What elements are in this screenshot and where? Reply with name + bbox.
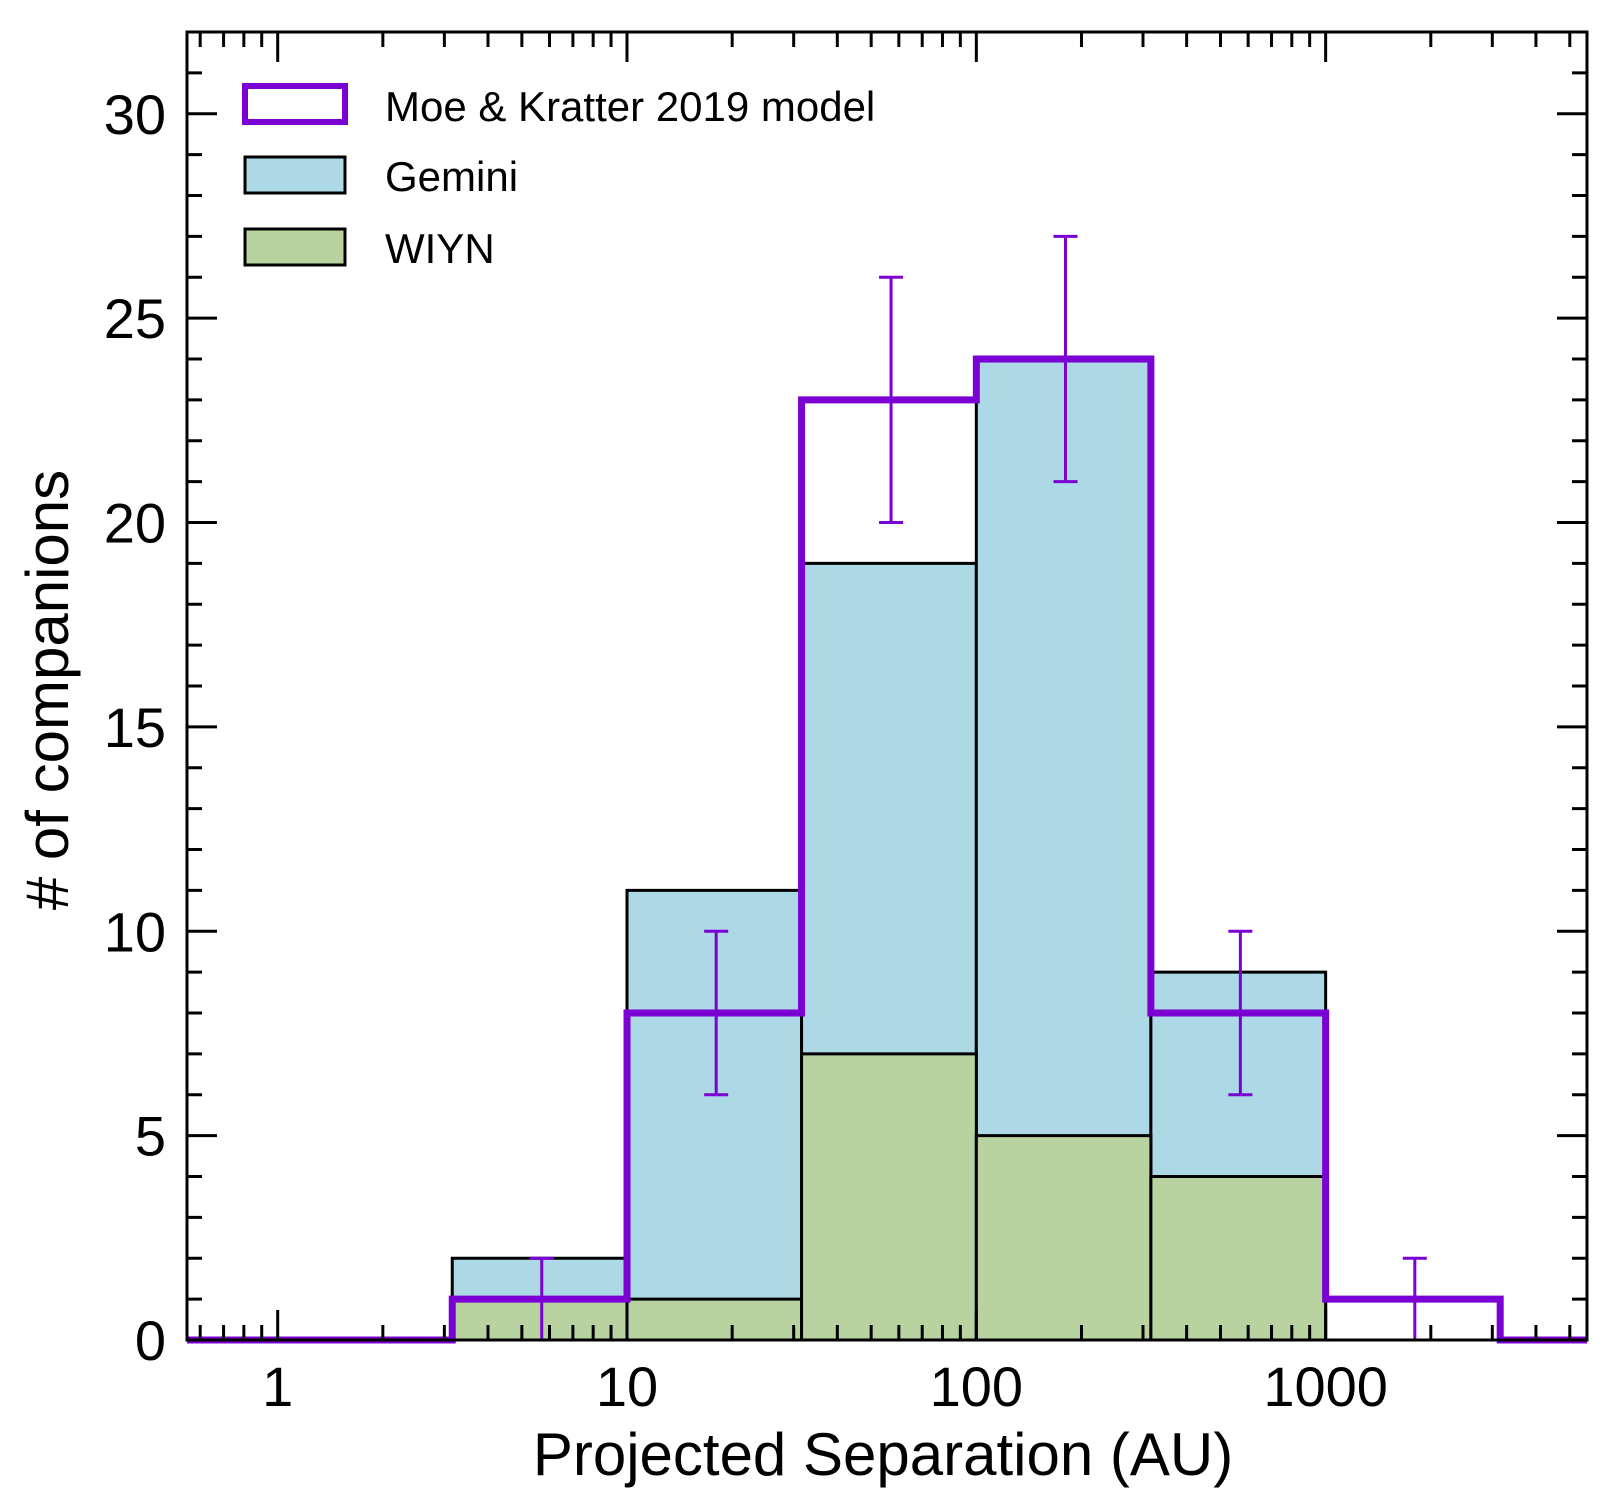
legend-label-model: Moe & Kratter 2019 model [385, 83, 875, 130]
model-step-line [187, 355, 1587, 1344]
legend-swatch-model [242, 83, 348, 125]
plot-frame [185, 30, 1589, 1342]
wiyn-bar-3 [625, 1297, 804, 1342]
wiyn-bar-4 [800, 1052, 978, 1342]
y-axis-label: # of companions [14, 470, 81, 910]
wiyn-bar-5 [974, 1134, 1153, 1342]
legend: Moe & Kratter 2019 model Gemini WIYN [242, 83, 875, 272]
model-layer [187, 234, 1587, 1344]
tick-labels-layer: 1 10 100 1000 0 5 10 15 20 25 30 [104, 83, 1388, 1418]
y-tick-label-15: 15 [104, 696, 166, 759]
legend-label-gemini: Gemini [385, 153, 518, 200]
y-tick-label-30: 30 [104, 83, 166, 146]
y-tick-label-20: 20 [104, 492, 166, 555]
gemini-bar-3 [625, 888, 804, 1342]
bars-layer [450, 357, 1328, 1342]
x-tick-label-1: 1 [262, 1355, 293, 1418]
legend-label-wiyn: WIYN [385, 225, 495, 272]
y-tick-label-10: 10 [104, 900, 166, 963]
x-tick-label-100: 100 [930, 1355, 1023, 1418]
y-tick-label-0: 0 [135, 1309, 166, 1372]
legend-swatch-wiyn [243, 227, 347, 267]
wiyn-bar-6 [1149, 1175, 1328, 1342]
ticks-layer [187, 30, 1587, 1342]
wiyn-bar-2 [450, 1297, 629, 1342]
y-tick-label-5: 5 [135, 1105, 166, 1168]
x-tick-label-10: 10 [596, 1355, 658, 1418]
x-axis-label: Projected Separation (AU) [533, 1421, 1233, 1488]
y-tick-label-25: 25 [104, 287, 166, 350]
x-tick-label-1000: 1000 [1263, 1355, 1388, 1418]
legend-swatch-gemini [243, 155, 347, 195]
